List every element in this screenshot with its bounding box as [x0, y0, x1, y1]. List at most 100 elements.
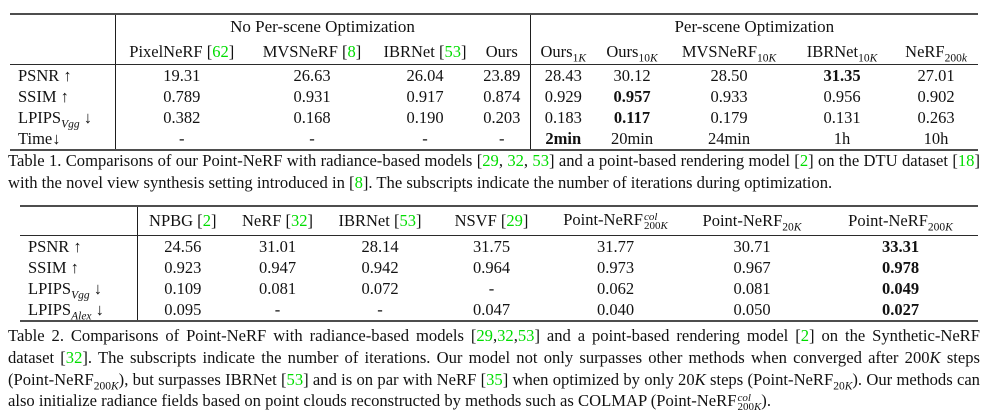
- table-1-header: No Per-scene Optimization Per-scene Optim…: [10, 14, 979, 65]
- data-cell: 0.095: [164, 300, 202, 319]
- data-cell: 28.14: [361, 237, 399, 256]
- data-cell: 31.77: [596, 237, 635, 256]
- citation-link[interactable]: 35: [486, 369, 503, 389]
- data-cell: 0.973: [596, 258, 635, 277]
- group-header: No Per-scene Optimization: [115, 14, 531, 39]
- table-1-body: PSNR ↑ 19.31 26.63 26.04 23.89 28.43 30.12 28.5…: [10, 64, 978, 150]
- data-cell: 0.072: [361, 279, 399, 298]
- table-row: SSIM ↑ 0.789 0.931 0.917 0.874 0.929 0.957 0.93…: [10, 86, 978, 107]
- column-header: NeRF [32]: [228, 206, 327, 236]
- citation-link[interactable]: 53: [286, 369, 304, 389]
- citation-link[interactable]: 62: [212, 42, 229, 61]
- data-cell: 0.789: [163, 87, 201, 106]
- data-cell: -: [474, 128, 531, 150]
- data-cell: 31.01: [258, 237, 297, 256]
- data-cell: 0.203: [474, 107, 531, 128]
- data-cell: 0.923: [164, 258, 202, 277]
- data-cell: 0.933: [710, 87, 748, 106]
- data-cell: 0.047: [472, 300, 511, 319]
- supsub-label: col 200K: [643, 210, 668, 233]
- citation-link[interactable]: 32: [497, 326, 514, 345]
- data-cell: 0.978: [881, 258, 920, 277]
- data-cell: 0.183: [544, 108, 582, 127]
- data-cell: -: [309, 129, 315, 148]
- citation-link[interactable]: 32: [291, 211, 308, 230]
- table-row: LPIPSVgg ↓ 0.382 0.168 0.190 0.203 0.183 0.117…: [10, 107, 978, 130]
- table-1-container: No Per-scene Optimization Per-scene Optim…: [10, 13, 979, 151]
- table-row: Time↓ - - - -2min 20min 24min 1h 10h: [10, 128, 978, 150]
- data-cell: 23.89: [474, 64, 531, 86]
- citation-link[interactable]: 18: [957, 151, 975, 170]
- citation-link[interactable]: 29: [506, 211, 523, 230]
- data-cell: 0.081: [258, 279, 297, 298]
- column-header: Point-NeRF200K: [823, 206, 978, 236]
- column-header: MVSNeRF [8]: [248, 39, 376, 65]
- corner-cell: [10, 14, 116, 65]
- citation-link[interactable]: 8: [354, 172, 363, 192]
- data-cell: 0.902: [917, 87, 955, 106]
- data-cell: -: [422, 129, 428, 148]
- data-cell: 24min: [707, 129, 751, 148]
- data-cell: 0.942: [361, 258, 399, 277]
- citation-link[interactable]: 53: [517, 326, 535, 345]
- data-cell: 20min: [610, 129, 654, 148]
- row-label: PSNR ↑: [10, 64, 116, 86]
- table-2-caption: Table 2. Comparisons of Point-NeRF with …: [8, 326, 980, 414]
- column-header: IBRNet10K: [790, 39, 895, 65]
- citation-link[interactable]: 2: [202, 211, 211, 230]
- citation-link[interactable]: 53: [532, 151, 549, 170]
- data-cell: 0.049: [881, 279, 920, 298]
- data-cell: 24.56: [164, 237, 202, 256]
- data-cell: 0.956: [823, 87, 861, 106]
- data-cell: 10h: [923, 129, 949, 148]
- data-cell: 0.109: [164, 279, 202, 298]
- data-cell: 26.04: [406, 66, 444, 85]
- data-cell: -: [488, 279, 495, 298]
- data-cell: 0.263: [917, 108, 955, 127]
- data-cell: 0.027: [881, 300, 920, 319]
- table-1-caption: Table 1. Comparisons of our Point-NeRF w…: [8, 151, 980, 192]
- column-header: Point-NeRF col 200K: [550, 206, 681, 236]
- data-cell: 31.75: [472, 237, 511, 256]
- column-header: Ours: [474, 39, 531, 65]
- data-cell: 33.31: [881, 237, 920, 256]
- column-header: Ours1K: [530, 39, 597, 65]
- data-cell: 19.31: [163, 66, 201, 85]
- row-label: LPIPSVgg ↓: [20, 278, 138, 301]
- data-cell: -: [274, 300, 281, 319]
- citation-link[interactable]: 2: [800, 326, 810, 345]
- data-cell: 0.917: [406, 87, 444, 106]
- citation-link[interactable]: 53: [399, 211, 416, 230]
- citation-link[interactable]: 2: [799, 151, 809, 170]
- table-row: LPIPSVgg ↓ 0.109 0.081 0.072 - 0.062 0.081 0.04…: [20, 278, 978, 301]
- corner-cell: [20, 206, 138, 236]
- citation-link[interactable]: 8: [347, 42, 356, 61]
- table-row: LPIPSAlex ↓ 0.095 - - 0.047 0.040 0.050 0.027: [20, 299, 978, 322]
- column-header: IBRNet [53]: [327, 206, 433, 236]
- data-cell: 0.382: [163, 108, 201, 127]
- row-label: PSNR ↑: [20, 235, 138, 257]
- data-cell: 30.71: [733, 237, 771, 256]
- citation-link[interactable]: 29: [482, 151, 499, 170]
- citation-link[interactable]: 29: [476, 326, 493, 345]
- data-cell: -: [377, 300, 383, 319]
- column-header: Point-NeRF20K: [681, 206, 823, 236]
- citation-link[interactable]: 53: [444, 42, 461, 61]
- column-header: NeRF200k: [894, 39, 979, 65]
- data-cell: 26.63: [293, 66, 331, 85]
- data-cell: 0.179: [710, 108, 748, 127]
- data-cell: 0.967: [733, 258, 771, 277]
- data-cell: 0.081: [733, 279, 771, 298]
- data-cell: 0.957: [613, 87, 651, 106]
- data-cell: 0.062: [596, 279, 635, 298]
- citation-link[interactable]: 32: [507, 151, 524, 170]
- data-cell: 0.947: [258, 258, 297, 277]
- data-cell: -: [179, 129, 185, 148]
- row-label: LPIPSVgg ↓: [10, 107, 116, 130]
- row-label: SSIM ↑: [20, 257, 138, 278]
- supsub-label: col 200K: [737, 391, 762, 414]
- data-cell: 0.190: [406, 108, 444, 127]
- table-2-container: NPBG [2] NeRF [32] IBRNet [53] NSVF [29] Poi…: [20, 205, 978, 322]
- citation-link[interactable]: 32: [65, 347, 83, 367]
- data-cell: 0.040: [596, 300, 635, 319]
